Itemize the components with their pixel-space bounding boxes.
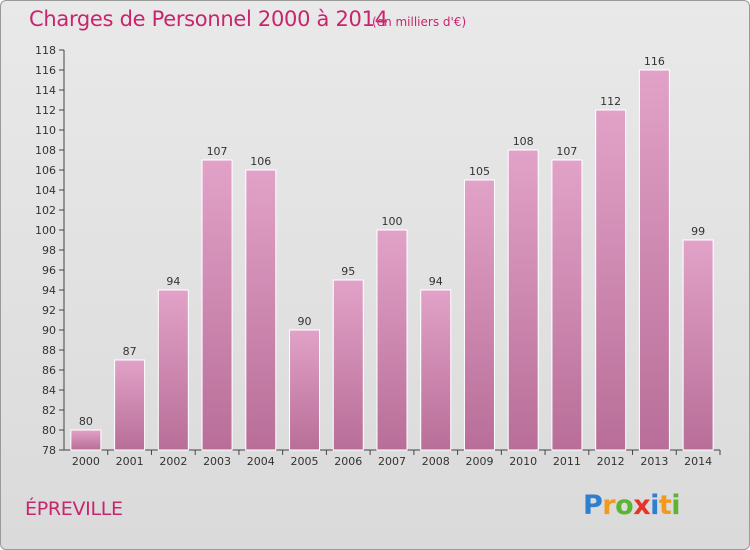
x-tick-label: 2013 — [640, 455, 668, 468]
logo-letter: x — [633, 490, 651, 521]
bar — [682, 239, 714, 451]
y-tick-label: 98 — [42, 244, 56, 257]
bar-value-label: 94 — [166, 275, 180, 288]
x-tick-label: 2003 — [203, 455, 231, 468]
x-tick-label: 2002 — [159, 455, 187, 468]
bar-value-label: 107 — [207, 145, 228, 158]
logo-letter: i — [671, 490, 681, 521]
x-tick-label: 2010 — [509, 455, 537, 468]
bar-value-label: 108 — [513, 135, 534, 148]
y-tick-label: 110 — [35, 124, 56, 137]
y-axis: 78 80 82 84 86 88 90 92 94 96 98 100 102 104 106 108 110… — [35, 44, 65, 457]
y-tick-label: 88 — [42, 344, 56, 357]
chart-title: Charges de Personnel 2000 à 2014 — [29, 7, 388, 31]
proxiti-logo: Proxiti — [583, 490, 681, 521]
y-tick-label: 92 — [42, 304, 56, 317]
bar — [463, 179, 495, 451]
y-tick-label: 84 — [42, 384, 56, 397]
bar-value-label: 87 — [123, 345, 137, 358]
logo-letter: r — [602, 490, 616, 521]
bar-value-label: 94 — [429, 275, 443, 288]
logo-letter: i — [650, 490, 659, 521]
y-tick-label: 102 — [35, 204, 56, 217]
x-tick-label: 2008 — [422, 455, 450, 468]
bar — [376, 229, 408, 451]
x-tick-label: 2001 — [116, 455, 144, 468]
bar — [201, 159, 233, 451]
y-tick-label: 82 — [42, 404, 56, 417]
y-tick-label: 78 — [42, 444, 56, 457]
bar — [507, 149, 539, 451]
y-tick-label: 86 — [42, 364, 56, 377]
x-tick-label: 2012 — [597, 455, 625, 468]
bar — [638, 69, 670, 451]
bar — [595, 109, 627, 451]
bar-value-label: 80 — [79, 415, 93, 428]
x-axis: 2000 2001 2002 2003 2004 2005 2006 2007 2008 2009… — [64, 449, 721, 468]
bar — [114, 359, 146, 451]
y-tick-label: 100 — [35, 224, 56, 237]
bar — [551, 159, 583, 451]
logo-letter: t — [658, 490, 672, 521]
x-tick-label: 2014 — [684, 455, 712, 468]
bar-value-label: 112 — [600, 95, 621, 108]
y-tick-label: 114 — [35, 84, 56, 97]
y-tick-label: 96 — [42, 264, 56, 277]
bar-value-label: 100 — [382, 215, 403, 228]
bar — [332, 279, 364, 451]
bar — [289, 329, 321, 451]
x-tick-label: 2011 — [553, 455, 581, 468]
bar — [157, 289, 189, 451]
y-tick-label: 80 — [42, 424, 56, 437]
bar — [70, 429, 102, 451]
y-tick-label: 112 — [35, 104, 56, 117]
x-tick-label: 2006 — [334, 455, 362, 468]
bar-value-label: 105 — [469, 165, 490, 178]
x-tick-label: 2009 — [465, 455, 493, 468]
bar-value-label: 90 — [298, 315, 312, 328]
bar-value-label: 106 — [250, 155, 271, 168]
x-tick-label: 2007 — [378, 455, 406, 468]
y-tick-label: 94 — [42, 284, 56, 297]
bar — [245, 169, 277, 451]
commune-name: ÉPREVILLE — [25, 498, 123, 520]
bar — [420, 289, 452, 451]
logo-letter: P — [583, 490, 603, 521]
bar-value-label: 99 — [691, 225, 705, 238]
chart-unit: (en milliers d'€) — [372, 15, 467, 29]
x-tick-label: 2005 — [291, 455, 319, 468]
bar-value-label: 95 — [341, 265, 355, 278]
x-tick-label: 2004 — [247, 455, 275, 468]
y-tick-label: 118 — [35, 44, 56, 57]
x-tick-label: 2000 — [72, 455, 100, 468]
y-tick-label: 108 — [35, 144, 56, 157]
y-tick-label: 116 — [35, 64, 56, 77]
y-tick-label: 90 — [42, 324, 56, 337]
logo-letter: o — [615, 490, 634, 521]
bar-value-label: 107 — [556, 145, 577, 158]
y-tick-label: 104 — [35, 184, 56, 197]
y-tick-label: 106 — [35, 164, 56, 177]
bar-value-label: 116 — [644, 55, 665, 68]
bars: 80 87 94 107 106 90 95 100 94 105 108 107 112 116 99 — [70, 55, 714, 451]
